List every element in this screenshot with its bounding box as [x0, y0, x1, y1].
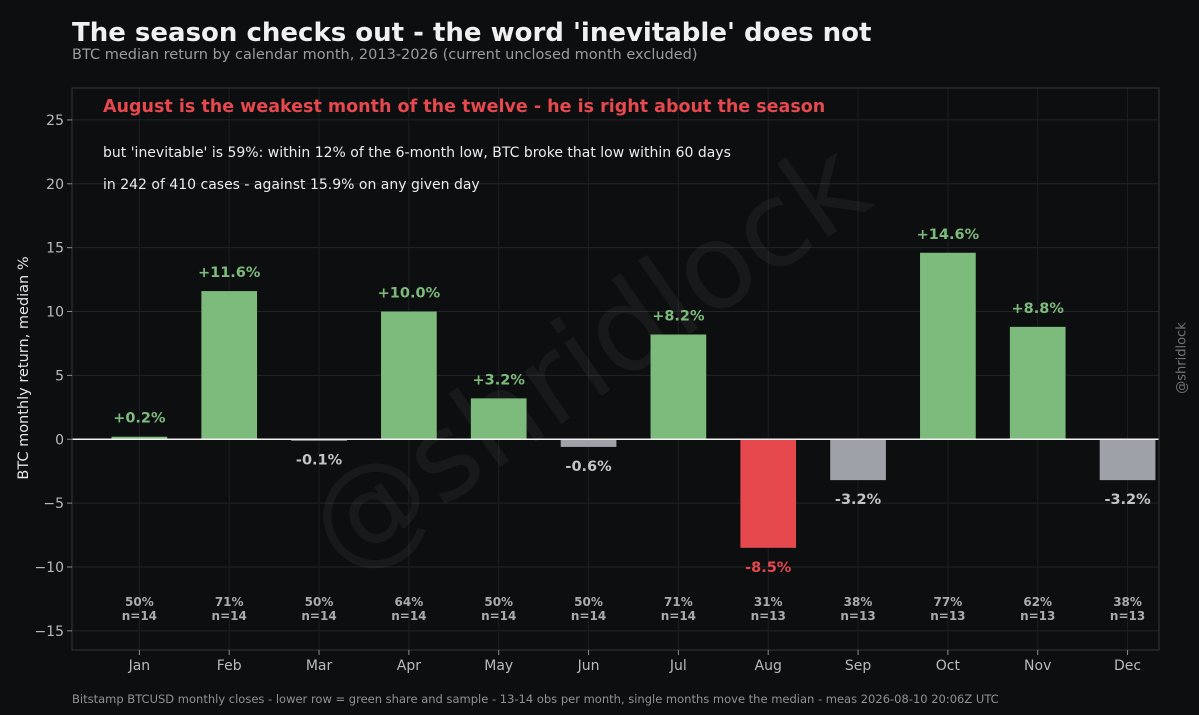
- green-share-feb: 71%: [215, 595, 244, 609]
- grid-lines: [72, 88, 1159, 650]
- y-axis: −15 −10 −5 0 5 10 15 20 25: [34, 113, 72, 640]
- data-label-feb: +11.6%: [198, 265, 261, 281]
- data-label-apr: +10.0%: [378, 286, 441, 302]
- x-tick-label-mar: Mar: [306, 658, 333, 674]
- footer-note: Bitstamp BTCUSD monthly closes - lower r…: [72, 692, 999, 706]
- sample-size-nov: n=13: [1020, 609, 1055, 623]
- y-tick-label: 20: [46, 177, 64, 193]
- green-share-apr: 64%: [395, 595, 424, 609]
- sample-size-feb: n=14: [212, 609, 247, 623]
- sample-size-jun: n=14: [571, 609, 606, 623]
- y-tick-label: −15: [34, 624, 64, 640]
- data-label-may: +3.2%: [473, 372, 526, 388]
- green-share-dec: 38%: [1113, 595, 1142, 609]
- bar-may: [470, 398, 527, 440]
- bar-apr: [381, 311, 437, 440]
- annotation-line-2: in 242 of 410 cases - against 15.9% on a…: [103, 177, 480, 193]
- y-axis-label: BTC monthly return, median %: [16, 256, 32, 479]
- x-tick-label-oct: Oct: [936, 658, 961, 674]
- x-tick-label-jun: Jun: [577, 658, 600, 674]
- bar-jun: [560, 439, 617, 447]
- bar-dec: [1099, 439, 1156, 481]
- chart-subtitle: BTC median return by calendar month, 201…: [72, 47, 698, 63]
- x-tick-label-apr: Apr: [397, 658, 421, 674]
- green-share-row: 50%n=1471%n=1450%n=1464%n=1450%n=1450%n=…: [122, 595, 1145, 623]
- data-label-sep: -3.2%: [835, 492, 882, 508]
- data-label-nov: +8.8%: [1012, 301, 1065, 317]
- green-share-jun: 50%: [574, 595, 603, 609]
- x-tick-label-may: May: [484, 658, 513, 674]
- green-share-mar: 50%: [305, 595, 334, 609]
- sample-size-oct: n=13: [930, 609, 965, 623]
- y-tick-label: 10: [46, 305, 64, 321]
- side-credit: @shridlock: [1174, 322, 1190, 394]
- chart-title: The season checks out - the word 'inevit…: [72, 18, 872, 48]
- green-share-nov: 62%: [1023, 595, 1052, 609]
- green-share-jul: 71%: [664, 595, 693, 609]
- green-share-sep: 38%: [844, 595, 873, 609]
- bar-nov: [1009, 326, 1066, 440]
- data-label-dec: -3.2%: [1104, 492, 1151, 508]
- data-label-aug: -8.5%: [745, 560, 792, 576]
- y-tick-label: 25: [46, 113, 64, 129]
- data-label-jan: +0.2%: [113, 411, 166, 427]
- bar-aug: [740, 439, 797, 548]
- x-tick-label-jan: Jan: [128, 658, 151, 674]
- y-tick-label: 0: [55, 432, 64, 448]
- green-share-aug: 31%: [754, 595, 783, 609]
- sample-size-dec: n=13: [1110, 609, 1145, 623]
- sample-size-may: n=14: [481, 609, 516, 623]
- x-tick-label-nov: Nov: [1024, 658, 1051, 674]
- y-tick-label: 15: [46, 241, 64, 257]
- plot-frame: [71, 87, 1160, 651]
- x-tick-label-feb: Feb: [217, 658, 242, 674]
- y-tick-label: −5: [43, 496, 64, 512]
- x-tick-label-sep: Sep: [845, 658, 872, 674]
- data-label-jul: +8.2%: [652, 309, 705, 325]
- data-labels: +0.2% +11.6% -0.1% +10.0% +3.2% -0.6% +8.2% -8.…: [113, 227, 1151, 576]
- bars: [111, 252, 1156, 548]
- bar-jul: [650, 334, 707, 440]
- bar-sep: [830, 439, 886, 481]
- x-tick-label-jul: Jul: [669, 658, 687, 674]
- data-label-oct: +14.6%: [917, 227, 980, 243]
- sample-size-jul: n=14: [661, 609, 696, 623]
- x-tick-label-aug: Aug: [755, 658, 782, 674]
- sample-size-mar: n=14: [301, 609, 336, 623]
- sample-size-jan: n=14: [122, 609, 157, 623]
- sample-size-sep: n=13: [840, 609, 875, 623]
- green-share-oct: 77%: [934, 595, 963, 609]
- y-tick-label: 5: [55, 368, 64, 384]
- bar-oct: [920, 252, 976, 440]
- green-share-jan: 50%: [125, 595, 154, 609]
- sample-size-aug: n=13: [751, 609, 786, 623]
- annotation-line-1: but 'inevitable' is 59%: within 12% of t…: [103, 145, 731, 161]
- y-tick-label: −10: [34, 560, 64, 576]
- sample-size-apr: n=14: [391, 609, 426, 623]
- x-axis: Jan Feb Mar Apr May Jun Jul Aug Sep Oct Nov Dec: [128, 650, 1141, 674]
- data-label-mar: -0.1%: [296, 453, 343, 469]
- green-share-may: 50%: [484, 595, 513, 609]
- bar-feb: [201, 291, 258, 440]
- x-tick-label-dec: Dec: [1114, 658, 1141, 674]
- data-label-jun: -0.6%: [565, 459, 612, 475]
- annotation-headline: August is the weakest month of the twelv…: [103, 97, 825, 117]
- bar-jan: [111, 436, 168, 440]
